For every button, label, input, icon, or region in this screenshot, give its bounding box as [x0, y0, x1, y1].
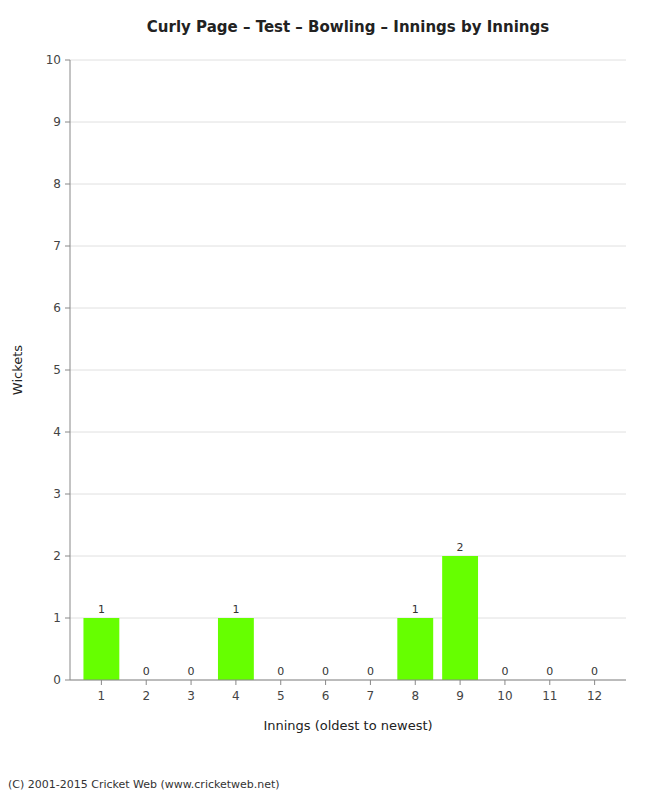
tick — [235, 680, 236, 685]
data-label: 1 — [232, 603, 239, 616]
tick-label: 2 — [53, 549, 61, 563]
tick-label: 5 — [53, 363, 61, 377]
tick-label: 9 — [456, 689, 464, 703]
x-axis-line — [70, 680, 626, 681]
tick-label: 8 — [411, 689, 419, 703]
tick-label: 2 — [142, 689, 150, 703]
tick — [65, 60, 70, 61]
bar — [397, 618, 433, 680]
tick-label: 0 — [53, 673, 61, 687]
tick — [65, 308, 70, 309]
data-label: 1 — [98, 603, 105, 616]
tick — [504, 680, 505, 685]
tick — [415, 680, 416, 685]
grid-line — [70, 494, 626, 495]
tick-label: 4 — [53, 425, 61, 439]
tick-label: 5 — [277, 689, 285, 703]
tick — [65, 680, 70, 681]
tick — [101, 680, 102, 685]
data-label: 0 — [591, 665, 598, 678]
data-label: 0 — [188, 665, 195, 678]
grid-line — [70, 680, 626, 681]
tick — [370, 680, 371, 685]
chart: Curly Page – Test – Bowling – Innings by… — [0, 0, 650, 800]
tick — [549, 680, 550, 685]
data-label: 0 — [546, 665, 553, 678]
y-axis: 012345678910 — [46, 53, 626, 687]
footer: (C) 2001-2015 Cricket Web (www.cricketwe… — [8, 778, 280, 791]
tick — [65, 184, 70, 185]
tick-label: 10 — [497, 689, 512, 703]
x-axis: 123456789101112 — [98, 680, 603, 703]
tick-label: 6 — [53, 301, 61, 315]
x-axis-label: Innings (oldest to newest) — [263, 718, 432, 733]
tick-label: 9 — [53, 115, 61, 129]
tick — [191, 680, 192, 685]
tick-label: 1 — [53, 611, 61, 625]
grid-line — [70, 556, 626, 557]
tick-label: 1 — [98, 689, 106, 703]
tick-label: 11 — [542, 689, 557, 703]
bars — [83, 556, 478, 680]
grid-line — [70, 308, 626, 309]
tick — [65, 494, 70, 495]
title: Curly Page – Test – Bowling – Innings by… — [147, 18, 549, 36]
bar — [83, 618, 119, 680]
grid-line — [70, 370, 626, 371]
tick — [460, 680, 461, 685]
grid-line — [70, 122, 626, 123]
tick — [65, 370, 70, 371]
y-axis-label: Wickets — [10, 345, 25, 395]
tick — [280, 680, 281, 685]
tick — [65, 122, 70, 123]
data-label: 0 — [501, 665, 508, 678]
tick-label: 4 — [232, 689, 240, 703]
grid-line — [70, 60, 626, 61]
tick-label: 7 — [367, 689, 375, 703]
data-label: 0 — [322, 665, 329, 678]
tick — [65, 556, 70, 557]
tick — [65, 618, 70, 619]
tick-label: 10 — [46, 53, 61, 67]
tick — [65, 432, 70, 433]
grid-line — [70, 618, 626, 619]
grid-line — [70, 246, 626, 247]
tick-label: 3 — [187, 689, 195, 703]
bar — [218, 618, 254, 680]
data-label: 0 — [277, 665, 284, 678]
data-label: 2 — [457, 541, 464, 554]
tick-label: 3 — [53, 487, 61, 501]
tick — [325, 680, 326, 685]
data-label: 0 — [143, 665, 150, 678]
tick-label: 6 — [322, 689, 330, 703]
tick-label: 7 — [53, 239, 61, 253]
tick — [65, 246, 70, 247]
tick-label: 12 — [587, 689, 602, 703]
tick — [146, 680, 147, 685]
data-label: 1 — [412, 603, 419, 616]
grid-line — [70, 432, 626, 433]
bar — [442, 556, 478, 680]
y-axis-line — [70, 60, 71, 680]
data-label: 0 — [367, 665, 374, 678]
tick-label: 8 — [53, 177, 61, 191]
grid-line — [70, 184, 626, 185]
tick — [594, 680, 595, 685]
data-labels: 1 0 0 1 0 0 0 1 2 0 0 0 — [98, 541, 598, 678]
